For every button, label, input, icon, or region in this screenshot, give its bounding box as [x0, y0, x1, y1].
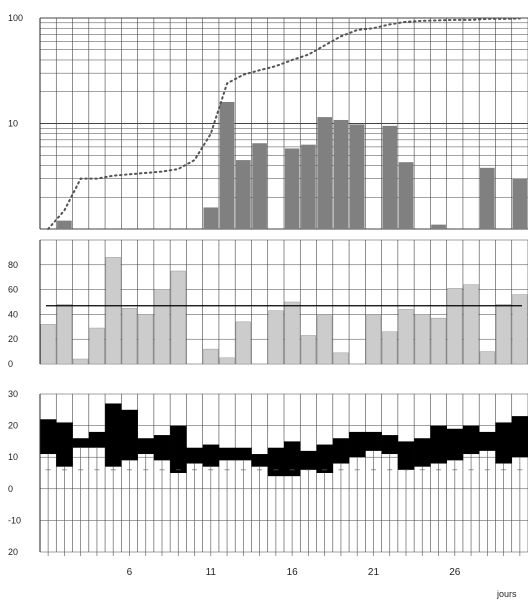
middle-bar: [512, 294, 528, 365]
middle-bar: [170, 270, 186, 365]
temperature-band: [56, 422, 73, 467]
temperature-band: [446, 428, 464, 461]
middle-bar: [300, 335, 316, 365]
x-axis-label: jours: [496, 589, 517, 599]
temperature-band: [235, 447, 252, 461]
bottom-y-tick-label: 30: [8, 389, 18, 399]
top-bar: [301, 144, 316, 229]
temperature-band: [153, 435, 171, 461]
middle-bar: [73, 358, 89, 365]
temperature-band: [462, 425, 480, 455]
top-bar: [236, 160, 251, 229]
bottom-y-tick-label: -10: [8, 515, 21, 525]
temperature-band: [511, 416, 528, 458]
middle-bar: [235, 321, 251, 365]
middle-bar: [268, 310, 284, 365]
middle-bar: [479, 351, 495, 365]
middle-bar: [284, 301, 300, 365]
temperature-band: [430, 425, 447, 464]
middle-bar: [463, 284, 479, 365]
temperature-band: [72, 438, 90, 448]
x-tick-label: 16: [287, 567, 299, 578]
middle-y-tick-label: 80: [8, 260, 18, 270]
middle-bar: [154, 289, 170, 365]
middle-bar: [138, 314, 154, 365]
middle-bar: [317, 315, 333, 365]
bottom-y-tick-label: 20: [8, 421, 18, 431]
middle-bar: [365, 315, 382, 365]
top-bar: [203, 207, 219, 229]
middle-bar: [333, 352, 349, 365]
middle-y-tick-label: 40: [8, 309, 18, 319]
temperature-band: [40, 419, 57, 455]
top-bar: [57, 220, 72, 229]
top-bar: [333, 119, 349, 229]
plot-marks: [40, 17, 528, 556]
temperature-band: [121, 409, 138, 461]
top-bar: [431, 224, 446, 229]
middle-bar: [447, 288, 463, 365]
top-bar: [349, 124, 365, 229]
top-bar: [382, 125, 398, 229]
temperature-band: [186, 447, 203, 464]
middle-bar: [382, 331, 398, 365]
middle-bar: [398, 309, 414, 365]
middle-y-tick-label: 0: [8, 359, 13, 369]
top-bar: [252, 143, 267, 229]
temperature-band: [332, 438, 350, 464]
bottom-y-tick-label: 0: [8, 484, 13, 494]
temperature-band: [251, 454, 269, 467]
x-tick-label: 26: [449, 567, 461, 578]
temperature-band: [414, 438, 431, 467]
middle-bar: [430, 317, 447, 365]
middle-bar: [414, 314, 430, 365]
top-bar: [219, 101, 235, 229]
temperature-band: [479, 431, 496, 451]
bottom-y-tick-label: 10: [8, 452, 18, 462]
temperature-band: [218, 447, 236, 461]
x-tick-label: 6: [127, 567, 133, 578]
temperature-band: [495, 422, 513, 464]
temperature-band: [88, 431, 106, 448]
top-bar: [317, 117, 332, 229]
temperature-band: [300, 450, 317, 470]
middle-bar: [56, 304, 72, 365]
cumulative-line: [47, 17, 521, 230]
temperature-band: [397, 441, 415, 470]
temperature-band: [284, 441, 301, 477]
x-tick-label: 11: [206, 567, 217, 578]
middle-bar: [89, 327, 105, 365]
bottom-y-tick-label: 20: [8, 547, 18, 557]
top-bar: [284, 148, 300, 229]
temperature-band: [202, 444, 220, 467]
temperature-band: [137, 438, 155, 455]
middle-bar: [496, 304, 512, 365]
temperature-band: [105, 403, 122, 467]
top-y-tick-label: 10: [8, 119, 18, 129]
top-bar: [480, 167, 495, 229]
middle-bar: [219, 357, 235, 365]
middle-y-tick-label: 20: [8, 334, 18, 344]
middle-bar: [121, 307, 138, 365]
x-tick-label: 21: [368, 567, 380, 578]
top-y-tick-label: 100: [8, 13, 23, 23]
temperature-band: [170, 425, 187, 473]
temperature-band: [349, 431, 366, 458]
temperature-band: [365, 431, 382, 451]
tick-labels: 10 100 0 20 40 60 80 20 -10 0 10 20 30 6 11 16 21 26: [8, 13, 461, 578]
middle-bar: [203, 348, 219, 365]
top-bar: [512, 178, 528, 229]
middle-bar: [40, 324, 56, 365]
temperature-band: [316, 444, 334, 473]
middle-y-tick-label: 60: [8, 285, 18, 295]
middle-bar: [105, 257, 121, 365]
top-bar: [398, 162, 414, 229]
temperature-band: [381, 435, 399, 455]
temperature-band: [267, 447, 285, 477]
